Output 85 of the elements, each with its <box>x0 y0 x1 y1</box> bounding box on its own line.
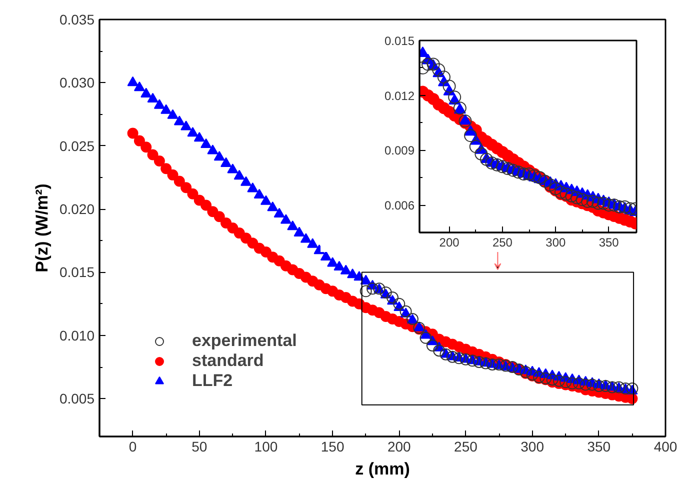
y-axis-title: P(z) (W/m²) <box>32 184 52 272</box>
x-tick-label: 300 <box>546 236 566 250</box>
point <box>580 378 592 391</box>
point <box>501 162 514 175</box>
point <box>570 191 584 204</box>
point <box>512 166 525 179</box>
point <box>586 378 598 391</box>
point <box>600 380 612 392</box>
point <box>422 58 435 71</box>
point <box>496 160 509 174</box>
x-tick-label: 200 <box>439 236 460 250</box>
point <box>486 358 498 370</box>
point <box>458 114 472 128</box>
x-axis-title: z (mm) <box>355 460 410 478</box>
point <box>581 194 594 208</box>
point <box>464 129 478 142</box>
point <box>576 193 589 206</box>
point <box>597 196 610 210</box>
y-tick-label: 0.020 <box>59 201 95 218</box>
point <box>606 381 618 394</box>
point <box>440 348 452 360</box>
y-tick-label: 0.010 <box>59 327 95 344</box>
point <box>459 114 472 125</box>
y-tick-label: 0.005 <box>59 390 95 407</box>
point <box>552 374 565 387</box>
point <box>366 282 379 295</box>
x-tick-label: 100 <box>254 438 278 454</box>
point <box>473 356 486 368</box>
point <box>517 168 530 180</box>
point <box>400 305 412 318</box>
point <box>612 200 626 214</box>
x-tick-label: 200 <box>387 438 412 454</box>
x-tick-label: 300 <box>520 438 544 454</box>
point <box>426 340 438 352</box>
point <box>460 353 472 366</box>
x-tick-label: 0 <box>128 438 137 454</box>
point <box>432 63 446 76</box>
point <box>480 357 492 370</box>
x-tick-label: 250 <box>492 236 513 250</box>
y-tick-label: 0.035 <box>59 12 95 28</box>
point <box>592 196 605 210</box>
point <box>592 380 605 392</box>
point <box>437 70 450 84</box>
point <box>485 156 498 170</box>
point <box>608 198 621 212</box>
point <box>469 140 482 154</box>
point <box>480 152 494 166</box>
point <box>453 352 466 364</box>
y-tick-label: 0.025 <box>59 138 95 154</box>
x-tick-label: 250 <box>454 438 478 454</box>
point <box>386 292 398 304</box>
point <box>490 158 504 172</box>
point <box>626 382 638 394</box>
point <box>360 285 372 298</box>
point <box>442 80 456 93</box>
x-tick-label: 350 <box>598 236 620 250</box>
legend-label: experimental <box>192 331 297 351</box>
point <box>565 189 578 202</box>
point <box>420 332 432 344</box>
point <box>474 147 488 160</box>
point <box>560 376 572 388</box>
point <box>448 90 462 104</box>
legend-label: LLF2 <box>192 371 233 391</box>
point <box>566 377 578 390</box>
point <box>506 164 520 177</box>
x-tick-label: 150 <box>320 438 344 454</box>
legend-label: standard <box>192 351 264 371</box>
point <box>380 286 392 298</box>
point <box>572 377 585 390</box>
y-tick-label: 0.015 <box>384 34 415 48</box>
point <box>393 298 406 310</box>
x-tick-label: 350 <box>587 438 611 454</box>
x-tick-label: 400 <box>654 438 678 454</box>
point <box>546 374 558 386</box>
y-tick-label: 0.015 <box>59 264 95 280</box>
y-tick-label: 0.009 <box>384 144 415 158</box>
y-tick-label: 0.012 <box>384 88 415 103</box>
point <box>586 194 600 208</box>
y-tick-label: 0.006 <box>384 198 415 213</box>
point <box>446 350 458 363</box>
y-tick-label: 0.030 <box>59 74 95 91</box>
point <box>466 354 478 367</box>
point <box>433 344 446 357</box>
point <box>602 198 616 212</box>
x-tick-label: 50 <box>192 438 208 454</box>
